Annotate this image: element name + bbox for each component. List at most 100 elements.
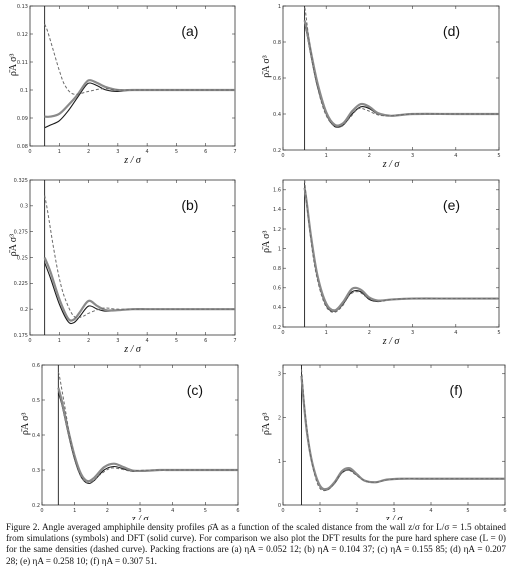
dft-curve xyxy=(300,378,505,491)
x-tick-label: 4 xyxy=(146,149,149,155)
x-tick-label: 1 xyxy=(58,338,61,344)
hard-sphere-dashed-curve xyxy=(44,23,235,95)
plot-frame xyxy=(282,179,500,328)
y-tick-label: 0.4 xyxy=(32,433,40,439)
hard-sphere-dashed-curve xyxy=(57,371,238,484)
panel-e: 0 1 2 3 4 5 0.2 0.4 0.6 0.8 1 1.2 1.4 1.6 (e) z / σ ρ̄A … xyxy=(261,179,501,347)
panel-label: (c) xyxy=(187,382,203,398)
y-tick-label: 1.6 xyxy=(273,188,281,194)
x-tick-label: 3 xyxy=(411,330,414,336)
plot-frame xyxy=(282,364,506,506)
panel-label: (d) xyxy=(443,23,460,39)
panel-c: 0 1 2 3 4 5 6 0.2 0.3 0.4 0.5 0.6 (c) z / σ ρ̄A σ³ xyxy=(20,363,240,520)
x-tick-label: 2 xyxy=(106,508,109,514)
dft-curve xyxy=(304,189,499,312)
x-axis-label: z / σ xyxy=(123,344,142,355)
y-tick-label: 0.25 xyxy=(17,255,28,261)
plot-frame xyxy=(41,364,239,506)
y-axis-label: ρ̄A σ³ xyxy=(8,234,19,257)
x-tick-label: 2 xyxy=(368,330,371,336)
y-tick-label: 0.275 xyxy=(14,229,28,235)
x-tick-label: 5 xyxy=(497,153,500,159)
x-tick-label: 5 xyxy=(175,149,178,155)
simulation-curve xyxy=(44,79,235,118)
x-tick-label: 0 xyxy=(40,508,43,514)
y-tick-label: 0.175 xyxy=(14,333,28,339)
y-tick-label: 1.4 xyxy=(273,207,281,213)
x-axis-label: z / σ xyxy=(123,155,142,166)
x-tick-label: 1 xyxy=(58,149,61,155)
y-tick-label: 1 xyxy=(278,4,281,10)
simulation-curve xyxy=(43,257,235,322)
x-tick-label: 7 xyxy=(233,338,236,344)
x-tick-label: 6 xyxy=(204,149,207,155)
y-tick-label: 0.8 xyxy=(273,40,281,46)
x-tick-label: 0 xyxy=(281,508,284,514)
x-tick-label: 5 xyxy=(497,330,500,336)
x-tick-label: 4 xyxy=(454,330,457,336)
y-axis-label: ρ̄A σ³ xyxy=(8,54,19,77)
x-axis-label: z / σ xyxy=(385,514,404,520)
y-tick-label: 0.08 xyxy=(17,144,28,150)
x-tick-label: 2 xyxy=(87,338,90,344)
y-tick-label: 0.6 xyxy=(273,286,281,292)
y-tick-label: 0 xyxy=(278,503,281,509)
x-tick-label: 0 xyxy=(281,153,284,159)
y-tick-label: 0.5 xyxy=(32,398,40,404)
y-tick-label: 0.09 xyxy=(17,116,28,122)
y-tick-label: 1 xyxy=(278,246,281,252)
hard-sphere-dashed-curve xyxy=(44,195,235,319)
y-tick-label: 0.2 xyxy=(273,325,281,331)
hard-sphere-dashed-curve xyxy=(301,369,505,492)
x-axis-label: z / σ xyxy=(382,336,401,347)
x-tick-label: 2 xyxy=(368,153,371,159)
x-tick-label: 1 xyxy=(325,153,328,159)
x-tick-label: 3 xyxy=(116,149,119,155)
simulation-curve xyxy=(303,187,499,312)
x-tick-label: 2 xyxy=(87,149,90,155)
x-tick-label: 1 xyxy=(325,330,328,336)
y-tick-label: 1.2 xyxy=(273,227,281,233)
x-tick-label: 2 xyxy=(355,508,358,514)
hard-sphere-dashed-curve xyxy=(304,7,499,128)
x-tick-label: 1 xyxy=(73,508,76,514)
y-tick-label: 0.2 xyxy=(273,148,281,154)
plot-frame xyxy=(29,179,236,336)
x-tick-label: 5 xyxy=(175,338,178,344)
panel-d: 0 1 2 3 4 5 0.2 0.4 0.6 0.8 1 (d) z / σ ρ̄A σ³ xyxy=(261,4,501,170)
figure-caption: Figure 2. Angle averaged amphiphile dens… xyxy=(6,522,506,566)
y-tick-label: 0.6 xyxy=(32,363,40,369)
x-axis-label: z / σ xyxy=(131,514,150,520)
x-tick-label: 7 xyxy=(233,149,236,155)
panel-b: 0 1 2 3 4 5 6 7 0.175 0.2 0.225 0.25 0.275 0.3 0.325 (b… xyxy=(8,178,237,355)
x-tick-label: 4 xyxy=(146,338,149,344)
y-tick-label: 0.4 xyxy=(273,112,281,118)
hard-sphere-dashed-curve xyxy=(304,179,499,313)
y-tick-label: 0.225 xyxy=(14,281,28,287)
y-tick-label: 0.8 xyxy=(273,266,281,272)
dft-curve xyxy=(44,262,235,325)
y-tick-label: 0.12 xyxy=(17,32,28,38)
simulation-curve xyxy=(300,375,505,491)
x-tick-label: 4 xyxy=(429,508,432,514)
x-tick-label: 4 xyxy=(171,508,174,514)
x-tick-label: 0 xyxy=(28,338,31,344)
y-tick-label: 0.11 xyxy=(17,60,28,66)
y-tick-label: 0.325 xyxy=(14,178,28,184)
x-tick-label: 3 xyxy=(411,153,414,159)
panel-label: (b) xyxy=(181,197,198,213)
y-tick-label: 0.2 xyxy=(20,307,28,313)
x-tick-label: 6 xyxy=(236,508,239,514)
panel-label: (e) xyxy=(443,197,460,213)
panel-f: 0 1 2 3 4 5 6 0 1 2 3 (f) z / σ ρ̄A σ³ xyxy=(261,364,507,520)
x-tick-label: 6 xyxy=(204,338,207,344)
y-axis-label: ρ̄A σ³ xyxy=(261,413,272,436)
x-tick-label: 1 xyxy=(318,508,321,514)
x-tick-label: 0 xyxy=(281,330,284,336)
x-tick-label: 0 xyxy=(28,149,31,155)
y-tick-label: 2 xyxy=(278,415,281,421)
y-tick-label: 0.3 xyxy=(32,468,40,474)
y-axis-label: ρ̄A σ³ xyxy=(261,230,272,253)
figure-2: 0 1 2 3 4 5 6 7 0.08 0.09 0.1 0.11 0.12 0.13 (a) z / σ ρ… xyxy=(8,4,507,520)
y-tick-label: 0.4 xyxy=(273,305,281,311)
